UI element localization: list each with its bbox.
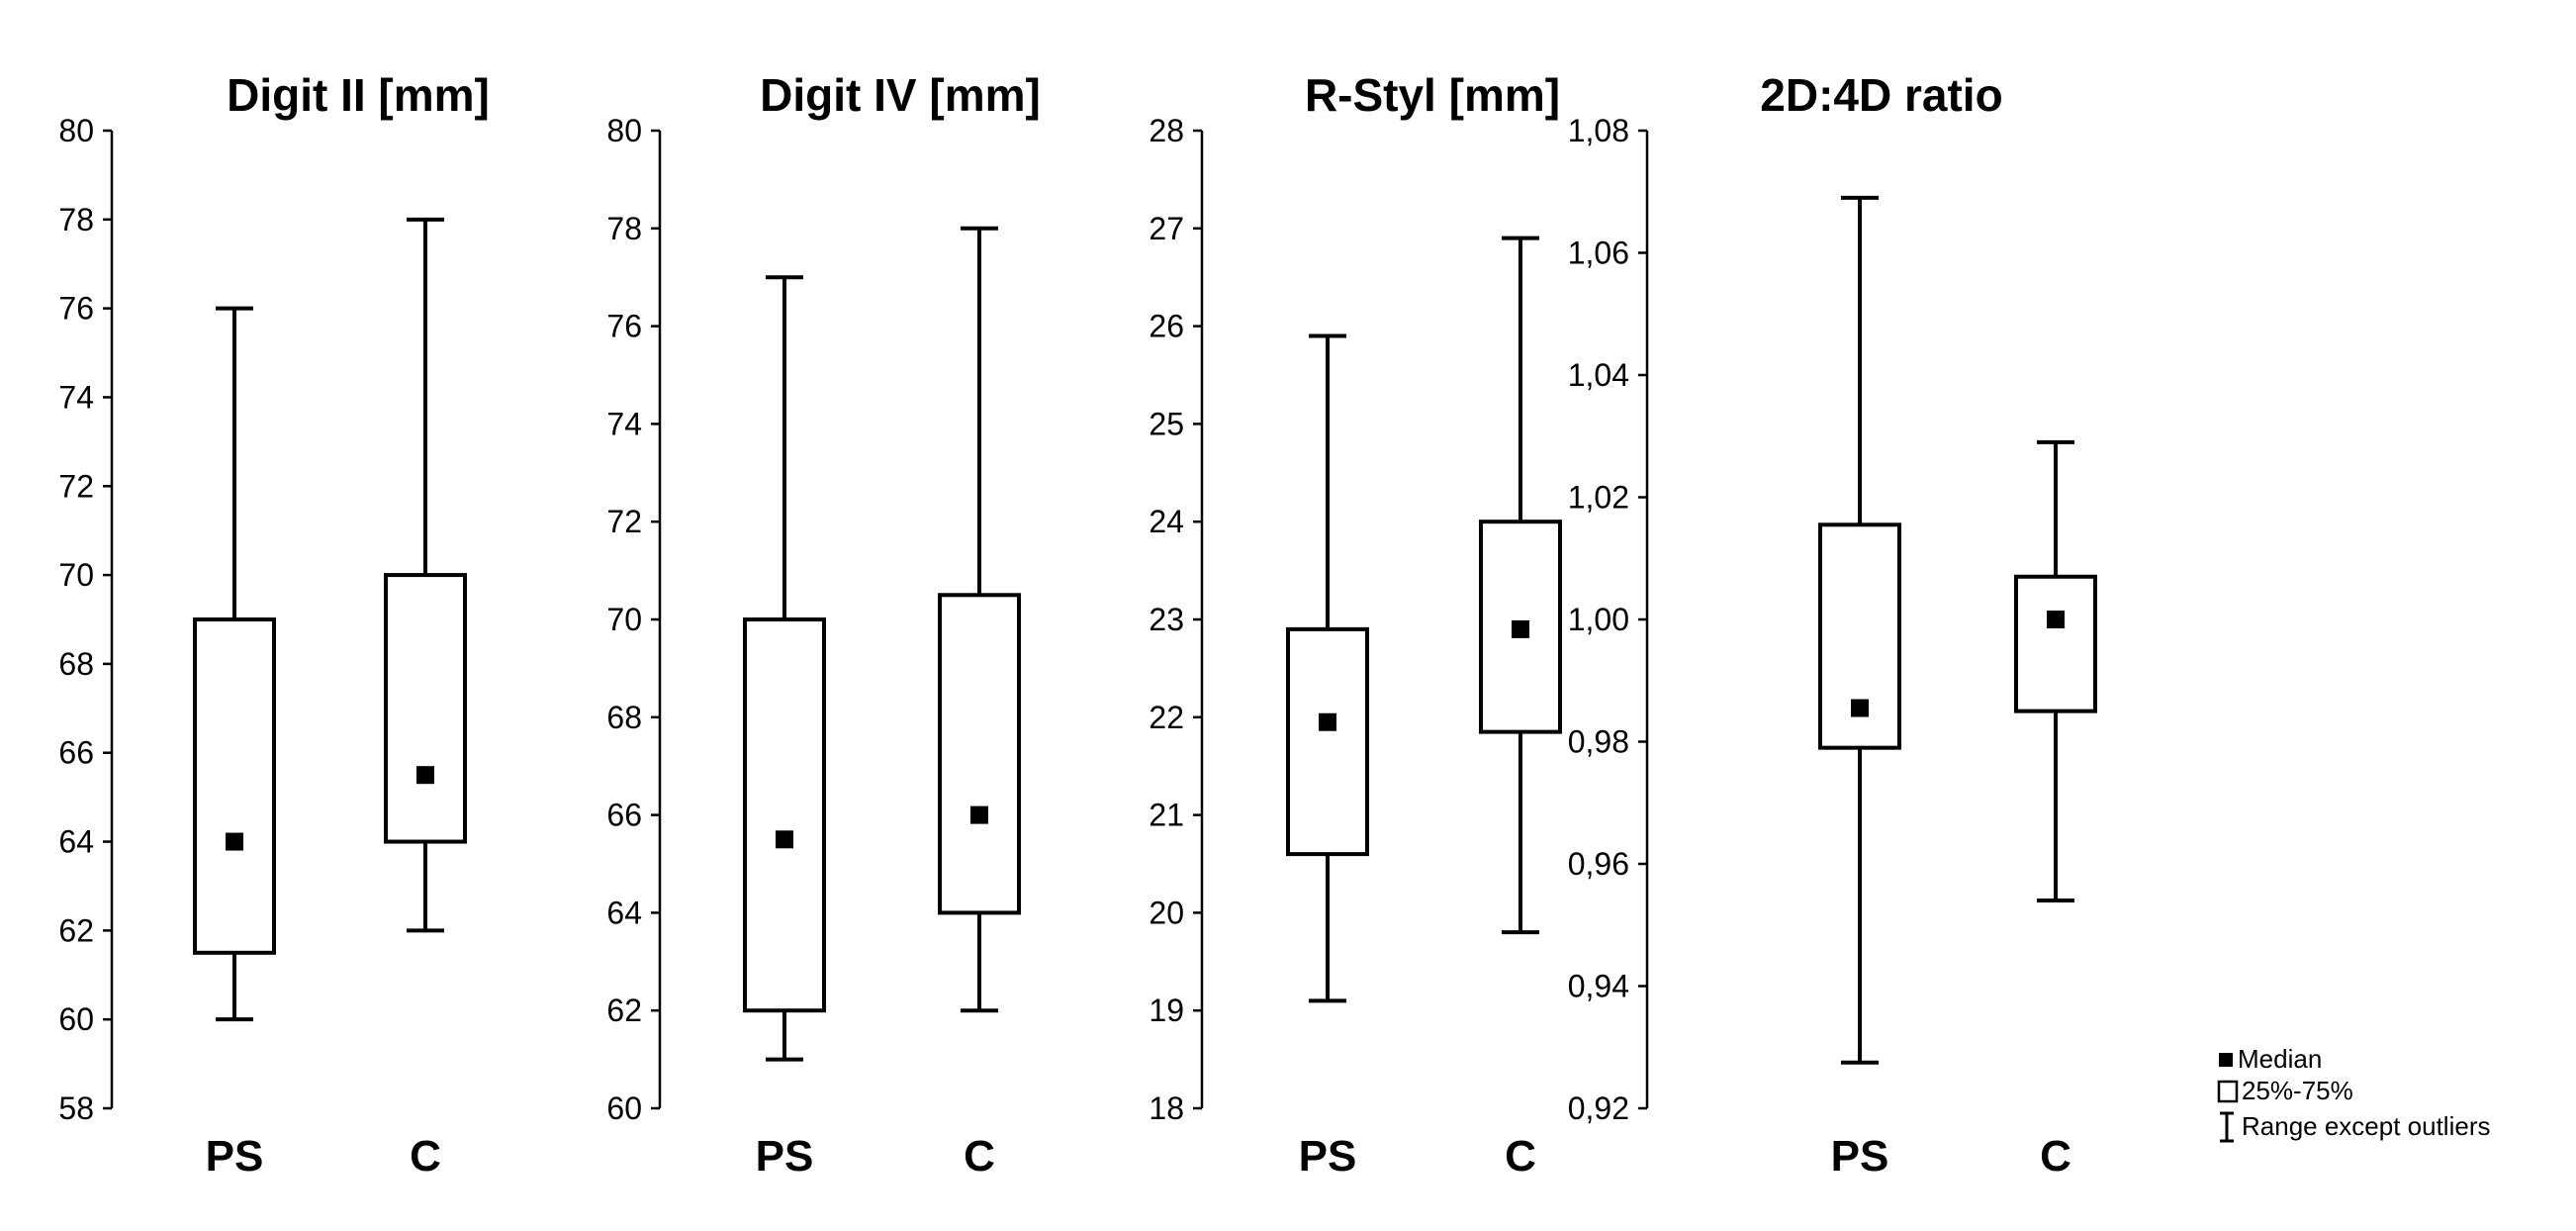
y-tick-label: 26 (1149, 309, 1184, 344)
y-tick-label: 1,06 (1568, 236, 1629, 271)
y-tick-label: 21 (1149, 798, 1184, 833)
median-marker-ps (1319, 712, 1336, 731)
category-label-c: C (964, 1132, 995, 1181)
legend-box-label: 25%-75% (2242, 1076, 2353, 1105)
iqr-box-ps (1286, 626, 1369, 857)
category-label-c: C (410, 1132, 441, 1181)
y-tick-label: 20 (1149, 895, 1184, 930)
y-tick-label: 64 (606, 895, 642, 930)
y-tick-label: 70 (58, 557, 94, 593)
iqr-box-ps (743, 617, 826, 1013)
legend-range-label: Range except outliers (2242, 1111, 2490, 1141)
y-tick-label: 58 (58, 1090, 94, 1126)
y-tick-label: 1,08 (1568, 113, 1629, 148)
y-tick-label: 28 (1149, 113, 1184, 148)
category-label-c: C (1505, 1132, 1536, 1181)
median-marker-c (416, 766, 434, 785)
y-tick-label: 76 (606, 309, 642, 344)
y-tick-label: 66 (606, 798, 642, 833)
category-label-ps: PS (756, 1132, 814, 1181)
median-marker-c (1512, 619, 1529, 638)
legend: Median 25%-75% Range except outliers (2217, 1044, 2490, 1143)
median-marker-c (2047, 611, 2065, 628)
y-tick-label: 27 (1149, 211, 1184, 246)
chart-panel-1: Digit II [mm] 58 60 62 64 66 68 70 72 74 76 78 80 PS C (58, 69, 489, 1181)
iqr-box-c (2014, 574, 2097, 713)
legend-range-marker (2220, 1111, 2234, 1143)
legend-median-label: Median (2238, 1044, 2322, 1074)
y-tick-label: 64 (58, 824, 94, 860)
iqr-box-ps (193, 617, 276, 955)
median-marker-ps (226, 832, 243, 851)
category-label-ps: PS (1299, 1132, 1357, 1181)
y-tick-label: 0,98 (1568, 724, 1629, 760)
iqr-box-c (1479, 520, 1562, 734)
y-tick-label: 62 (58, 912, 94, 948)
y-tick-label: 0,96 (1568, 846, 1629, 882)
chart-panels: Digit II [mm] 58 60 62 64 66 68 70 72 74 76 78 80 PS C… (58, 69, 2097, 1181)
y-tick-label: 18 (1149, 1090, 1184, 1126)
median-marker-ps (776, 830, 793, 849)
y-tick-label: 22 (1149, 700, 1184, 735)
y-tick-label: 25 (1149, 406, 1184, 441)
chart-title: R-Styl [mm] (1305, 69, 1560, 121)
y-tick-label: 1,04 (1568, 357, 1629, 393)
y-tick-label: 60 (606, 1090, 642, 1126)
median-marker-ps (1851, 699, 1869, 717)
y-tick-label: 70 (606, 602, 642, 637)
y-tick-label: 68 (606, 700, 642, 735)
y-tick-label: 23 (1149, 602, 1184, 637)
y-tick-label: 74 (606, 406, 642, 441)
y-tick-label: 68 (58, 646, 94, 682)
y-tick-label: 78 (606, 211, 642, 246)
y-tick-label: 74 (58, 379, 94, 415)
iqr-box-c (938, 593, 1021, 915)
y-tick-label: 80 (606, 113, 642, 148)
y-tick-label: 19 (1149, 993, 1184, 1028)
chart-title: 2D:4D ratio (1760, 69, 2002, 121)
y-tick-label: 80 (58, 113, 94, 148)
y-tick-label: 0,92 (1568, 1090, 1629, 1126)
y-tick-label: 76 (58, 291, 94, 327)
y-tick-label: 1,02 (1568, 480, 1629, 516)
chart-title: Digit IV [mm] (760, 69, 1041, 121)
y-tick-label: 0,94 (1568, 969, 1629, 1004)
chart-title: Digit II [mm] (227, 69, 490, 121)
y-tick-label: 72 (58, 468, 94, 504)
iqr-box-c (384, 573, 467, 844)
y-tick-label: 62 (606, 993, 642, 1028)
legend-median-marker (2219, 1053, 2233, 1067)
legend-box-marker (2217, 1080, 2239, 1103)
median-marker-c (970, 805, 988, 824)
chart-panel-2: Digit IV [mm] 60 62 64 66 68 70 72 74 76 78 80 PS C (606, 69, 1040, 1181)
category-label-ps: PS (206, 1132, 264, 1181)
y-tick-label: 78 (58, 202, 94, 237)
y-tick-label: 72 (606, 504, 642, 539)
category-label-c: C (2040, 1132, 2071, 1181)
chart-panel-3: R-Styl [mm] 18 19 20 21 22 23 24 25 26 27 28 PS C (1149, 69, 1562, 1181)
y-tick-label: 60 (58, 1001, 94, 1037)
category-label-ps: PS (1831, 1132, 1889, 1181)
y-tick-label: 1,00 (1568, 602, 1629, 637)
chart-panel-4: 2D:4D ratio 0,92 0,94 0,96 0,98 1,00 1,02 1,04 1… (1568, 69, 2097, 1181)
y-tick-label: 66 (58, 735, 94, 771)
y-tick-label: 24 (1149, 504, 1184, 539)
